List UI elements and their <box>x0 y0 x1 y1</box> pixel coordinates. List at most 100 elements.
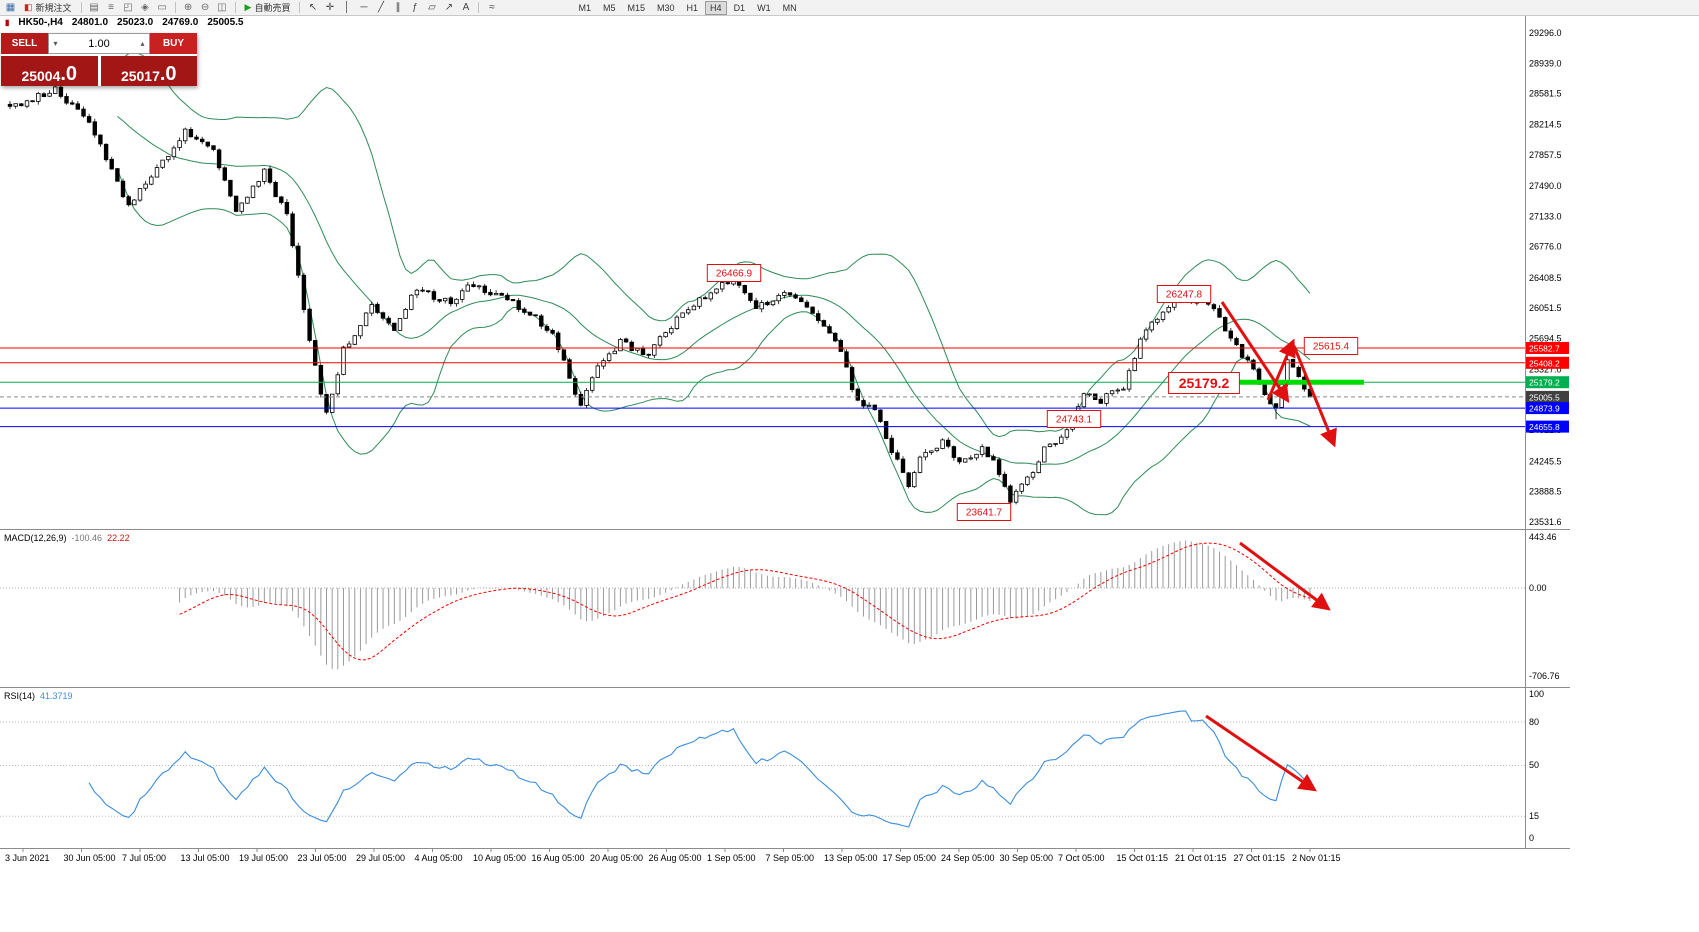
buy-button[interactable]: BUY <box>150 33 197 54</box>
charts-cascade-icon[interactable]: ▤ <box>87 1 102 14</box>
autotrading-button-glyph: ▶ <box>244 2 252 12</box>
candle-body <box>968 457 973 460</box>
price-callout[interactable]: 24743.1 <box>1046 410 1102 428</box>
candle-body <box>810 306 815 314</box>
time-axis-label: 7 Sep 05:00 <box>766 853 815 863</box>
crosshair-icon[interactable]: ✛ <box>322 1 337 14</box>
candle-body <box>827 326 832 334</box>
channel-icon[interactable]: ∥ <box>390 1 405 14</box>
volume-decrease-icon[interactable]: ▾ <box>53 39 58 48</box>
volume-increase-icon[interactable]: ▴ <box>140 39 145 48</box>
candle-body <box>1121 388 1126 391</box>
navigator-icon[interactable]: ◈ <box>138 1 153 14</box>
candle-body <box>991 456 996 461</box>
timeframe-m30[interactable]: M30 <box>657 2 675 13</box>
price-axis-label: 26051.5 <box>1529 303 1562 313</box>
price-callout[interactable]: 26247.8 <box>1156 285 1212 303</box>
candle-body <box>194 136 199 140</box>
price-axis-badge: 25005.5 <box>1526 390 1569 403</box>
candle-body <box>380 312 386 319</box>
candle-body <box>58 86 64 97</box>
candle-body <box>849 367 855 391</box>
rsi-axis-label: 50 <box>1529 760 1539 770</box>
cursor-icon[interactable]: ↖ <box>305 1 320 14</box>
time-axis-label: 2 Nov 01:15 <box>1292 853 1341 863</box>
candle-body <box>1132 358 1137 372</box>
price-callout[interactable]: 26466.9 <box>706 264 762 282</box>
buy-price-display[interactable]: 25017.0 <box>100 56 197 86</box>
trend-arrow[interactable] <box>1205 714 1317 792</box>
autotrading-button[interactable]: ▶ 自動売買 <box>241 1 295 14</box>
timeframe-m1[interactable]: M1 <box>578 2 591 13</box>
candle-body <box>437 299 442 302</box>
sell-price-display[interactable]: 25004.0 <box>1 56 98 86</box>
candle-body <box>782 292 787 296</box>
volume-input[interactable]: ▾ 1.00 ▴ <box>48 33 150 54</box>
candle-body <box>516 300 521 310</box>
timeframe-m15[interactable]: M15 <box>627 2 646 13</box>
trendline-icon[interactable]: ╱ <box>373 1 388 14</box>
timeframe-h1[interactable]: H1 <box>686 2 699 13</box>
trend-arrow[interactable] <box>1239 541 1331 611</box>
price-callout[interactable]: 25615.4 <box>1303 337 1359 355</box>
volume-value[interactable]: 1.00 <box>88 37 110 50</box>
new-chart-icon[interactable]: ▦ <box>3 1 18 14</box>
trend-arrow[interactable] <box>1292 345 1337 448</box>
timeframe-d1[interactable]: D1 <box>733 2 746 13</box>
price-callout[interactable]: 23641.7 <box>956 503 1012 521</box>
candle-body <box>115 168 120 182</box>
arrow-object-icon[interactable]: ↗ <box>441 1 456 14</box>
zoom-out-icon[interactable]: ⊖ <box>198 1 213 14</box>
zoom-in-icon[interactable]: ⊕ <box>181 1 196 14</box>
market-watch-icon[interactable]: ≡ <box>104 1 119 14</box>
sell-button[interactable]: SELL <box>1 33 48 54</box>
candle-body <box>1239 343 1245 358</box>
rsi-axis-label: 15 <box>1529 811 1539 821</box>
price-callout-text: 23641.7 <box>966 508 1003 519</box>
data-window-icon[interactable]: ◰ <box>121 1 136 14</box>
vertical-line-icon[interactable]: │ <box>339 1 354 14</box>
timeframe-mn[interactable]: MN <box>782 2 797 13</box>
rsi-plot[interactable] <box>0 688 1525 847</box>
price-badge-text: 24873.9 <box>1529 404 1560 414</box>
text-tool-icon-glyph: A <box>462 2 470 13</box>
horizontal-line-icon[interactable]: ─ <box>356 1 371 14</box>
time-axis-label: 4 Aug 05:00 <box>415 853 463 863</box>
candle-body <box>1047 443 1053 448</box>
new-order-button[interactable]: ◧ 新規注文 <box>20 1 76 14</box>
candle-body <box>686 309 691 314</box>
candle-body <box>81 108 86 117</box>
shapes-icon[interactable]: ▱ <box>424 1 439 14</box>
price-badge-text: 24655.8 <box>1529 422 1560 432</box>
time-axis-label: 3 Jun 2021 <box>5 853 50 863</box>
candle-body <box>425 290 431 293</box>
price-callout[interactable]: 25179.2 <box>1168 372 1240 394</box>
candle-body <box>923 451 928 458</box>
macd-plot[interactable] <box>0 530 1525 685</box>
toolbar-separator <box>80 2 82 13</box>
candle-body <box>13 103 18 107</box>
candle-body <box>663 332 668 338</box>
candle-body <box>1064 429 1070 438</box>
terminal-icon[interactable]: ▭ <box>155 1 170 14</box>
indicators-icon[interactable]: ≈ <box>484 1 499 14</box>
candle-body <box>963 458 968 463</box>
trend-arrow[interactable] <box>1266 338 1296 401</box>
candle-body <box>318 364 324 395</box>
timeframe-w1[interactable]: W1 <box>757 2 771 13</box>
time-axis-label: 30 Sep 05:00 <box>1000 853 1054 863</box>
candle-body <box>629 341 634 352</box>
main-chart-plot[interactable] <box>0 16 1525 528</box>
timeframe-h4[interactable]: H4 <box>705 0 727 15</box>
timeframe-m5[interactable]: M5 <box>602 2 616 13</box>
candle-body <box>47 92 52 97</box>
rsi-axis-label: 0 <box>1529 833 1534 843</box>
candle-body <box>397 318 403 331</box>
text-tool-icon[interactable]: A <box>458 1 473 14</box>
candle-body <box>1155 318 1160 323</box>
candle-body <box>720 282 725 290</box>
tile-windows-icon[interactable]: ◫ <box>215 1 230 14</box>
fibonacci-icon[interactable]: ƒ <box>407 1 422 14</box>
candle-body <box>160 159 165 168</box>
